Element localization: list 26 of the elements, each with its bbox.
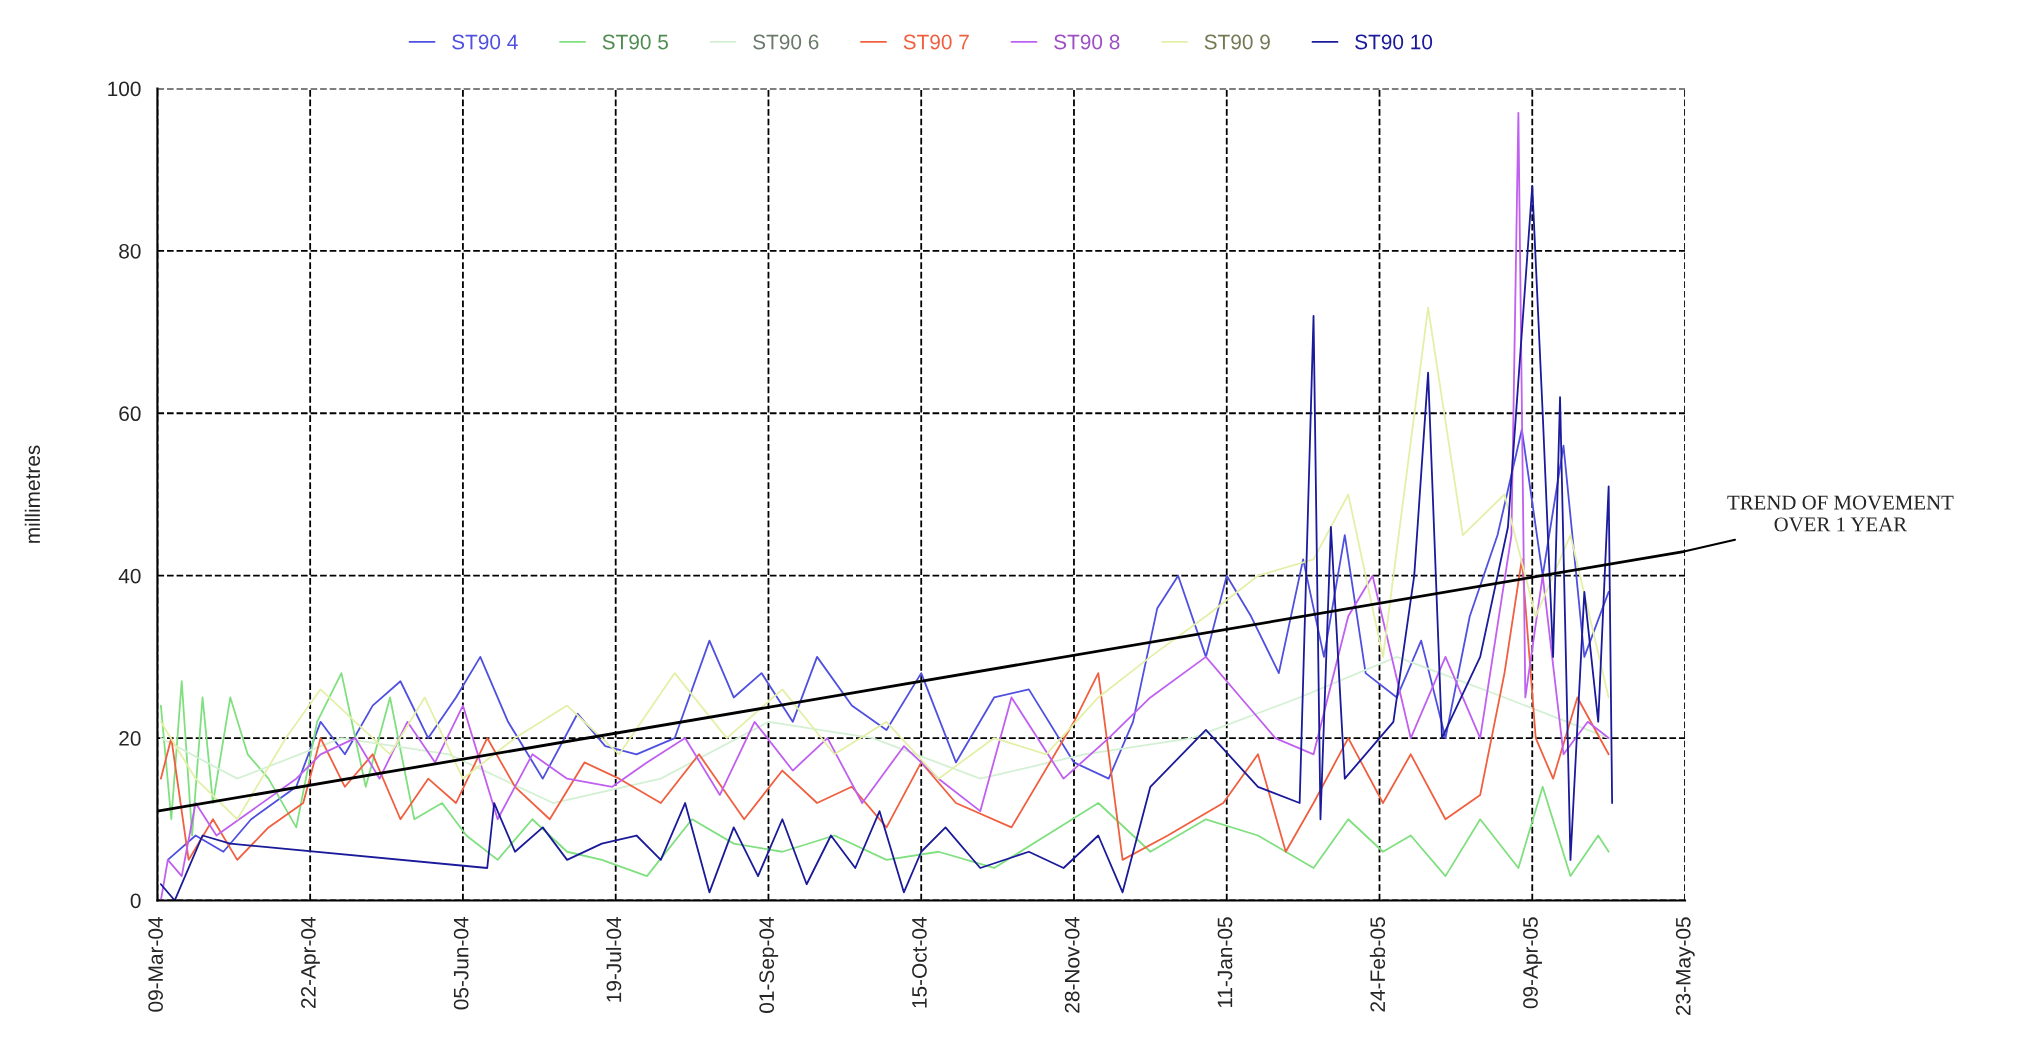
legend-label: ST90 6 xyxy=(753,34,819,50)
y-tick-label: 40 xyxy=(118,568,141,584)
x-tick-label: 09-Mar-04 xyxy=(148,917,163,1012)
legend-label: ST90 4 xyxy=(452,34,518,50)
x-tick-label: 05-Jun-04 xyxy=(453,917,469,1010)
legend-label: ST90 10 xyxy=(1355,34,1433,50)
x-tick-label: 19-Jul-04 xyxy=(605,917,622,1002)
annotation: TREND OF MOVEMENT OVER 1 YEAR xyxy=(1727,495,1954,532)
y-tick-label: 60 xyxy=(119,406,141,422)
x-tick-label: 11-Jan-05 xyxy=(1217,917,1233,1008)
x-tick-label: 09-Apr-05 xyxy=(1523,917,1542,1009)
legend-label: ST90 8 xyxy=(1054,34,1120,50)
y-axis-title: millimetres xyxy=(24,445,41,543)
y-tick-label: 0 xyxy=(130,893,141,909)
y-tick-label: 20 xyxy=(119,731,141,746)
legend-label: ST90 5 xyxy=(602,34,668,50)
x-tick-label: 28-Nov-04 xyxy=(1064,917,1080,1013)
x-tick-label: 01-Sep-04 xyxy=(759,917,779,1013)
legend-label: ST90 9 xyxy=(1204,34,1270,50)
legend-label: ST90 7 xyxy=(903,34,969,50)
y-tick-label: 100 xyxy=(108,81,141,97)
y-tick-label: 80 xyxy=(119,243,141,259)
x-tick-label: 23-May-05 xyxy=(1675,917,1695,1015)
x-tick-label: 24-Feb-05 xyxy=(1369,917,1386,1012)
x-tick-label: 22-Apr-04 xyxy=(301,917,320,1009)
x-tick-label: 15-Oct-04 xyxy=(912,917,927,1008)
